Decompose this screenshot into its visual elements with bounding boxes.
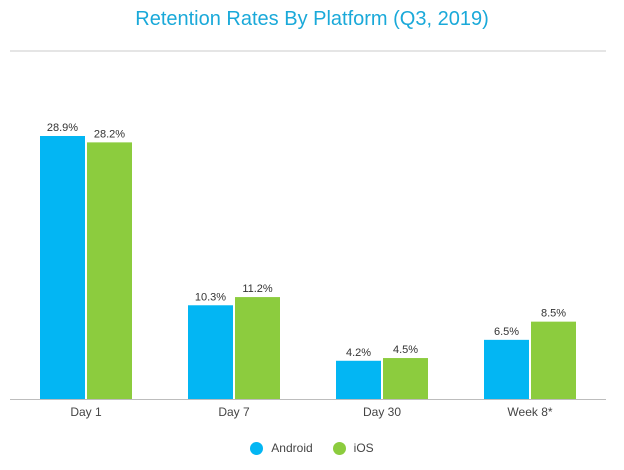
x-tick-label-1: Day 1 (70, 405, 102, 419)
data-label-ios-3: 4.5% (393, 344, 418, 356)
legend-item-android: Android (250, 441, 313, 455)
chart-title: Retention Rates By Platform (Q3, 2019) (135, 8, 489, 30)
legend: Android iOS (0, 441, 624, 455)
bar-ios-4 (531, 321, 576, 399)
bar-ios-2 (235, 297, 280, 399)
data-label-android-4: 6.5% (494, 326, 519, 338)
legend-swatch-android (250, 441, 264, 455)
bar-chart-plot: 28.9% 28.2% Day 1 10.3% 11.2% Day 7 4.2% 4.5% Da… (10, 122, 606, 419)
x-tick-label-4: Week 8* (507, 405, 552, 419)
bar-android-1 (40, 136, 85, 399)
data-label-android-1: 28.9% (47, 122, 78, 134)
legend-label-android: Android (271, 441, 313, 455)
data-label-android-2: 10.3% (195, 291, 226, 303)
bar-android-3 (336, 360, 381, 399)
data-label-ios-4: 8.5% (541, 308, 566, 320)
x-tick-label-2: Day 7 (218, 405, 250, 419)
bar-ios-1 (87, 142, 132, 399)
bar-android-4 (484, 339, 529, 399)
legend-swatch-ios (332, 441, 346, 455)
data-label-android-3: 4.2% (346, 347, 371, 359)
data-label-ios-1: 28.2% (94, 128, 125, 140)
title-divider (10, 50, 606, 52)
legend-item-ios: iOS (332, 441, 374, 455)
bar-ios-3 (383, 358, 428, 399)
legend-label-ios: iOS (353, 441, 374, 455)
data-label-ios-2: 11.2% (242, 283, 273, 295)
bar-android-2 (188, 305, 233, 399)
x-tick-label-3: Day 30 (363, 405, 401, 419)
